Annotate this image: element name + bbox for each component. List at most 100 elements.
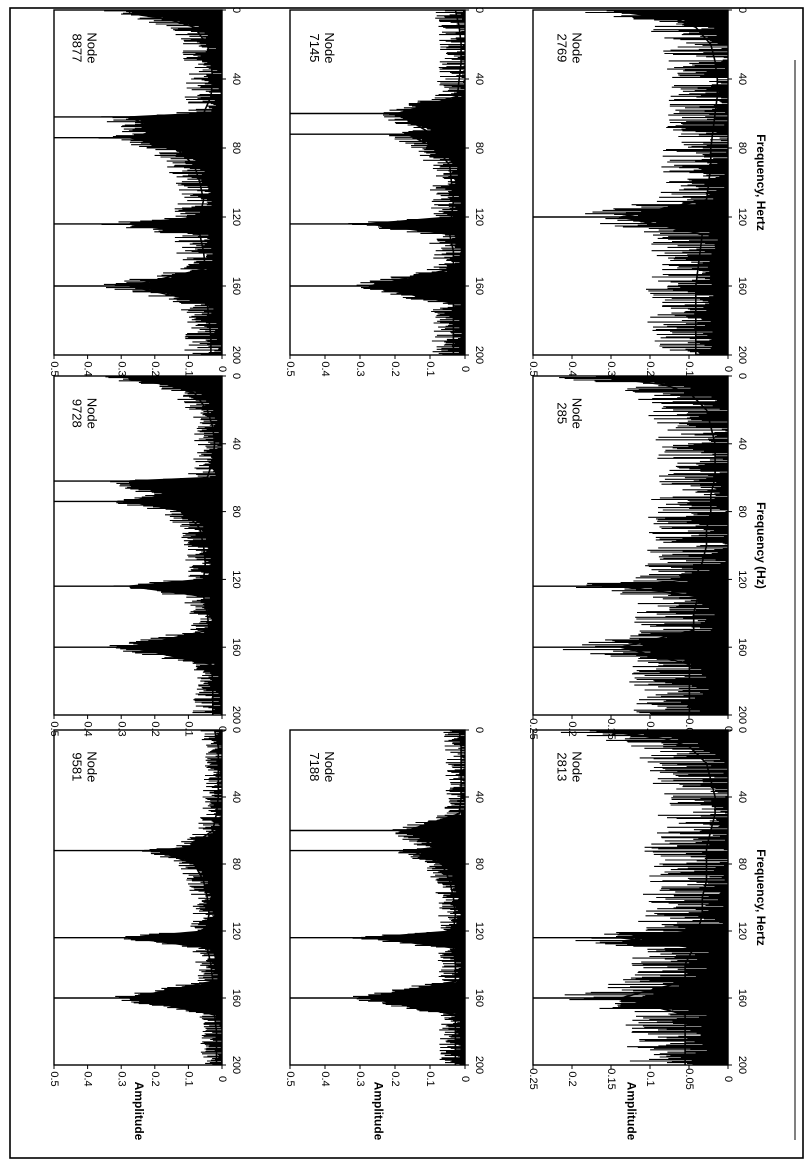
y-axis-label: Amplitude [132, 1082, 146, 1141]
node-label: Node [569, 32, 584, 63]
node-label: Node [85, 398, 100, 429]
y-tick-label: 0.3 [115, 361, 127, 376]
spectrum-envelope [620, 376, 716, 715]
node-label: 7145 [307, 33, 322, 62]
y-tick-label: 0 [216, 366, 228, 372]
x-tick-label: 0 [473, 727, 485, 733]
x-tick-label: 80 [230, 858, 242, 870]
x-tick-label: 200 [736, 346, 748, 364]
spectrum-envelope [129, 730, 220, 1065]
x-tick-label: 80 [230, 142, 242, 154]
x-tick-label: 160 [473, 277, 485, 295]
y-tick-label: 0 [216, 726, 228, 732]
node-label: 2813 [554, 752, 569, 781]
spectrum-trace [559, 376, 728, 715]
y-tick-label: 0.5 [284, 361, 296, 376]
y-tick-label: 0.2 [566, 1071, 578, 1086]
y-tick-label: 0 [459, 1076, 471, 1082]
x-tick-label: 160 [230, 277, 242, 295]
x-tick-label: 160 [230, 989, 242, 1007]
x-tick-label: 120 [736, 208, 748, 226]
y-tick-label: 0.1 [424, 1071, 436, 1086]
y-tick-label: 0.1 [683, 361, 695, 376]
y-tick-label: 0.2 [149, 721, 161, 736]
x-tick-label: 120 [736, 922, 748, 940]
x-tick-label: 40 [736, 73, 748, 85]
y-tick-label: 0.3 [354, 361, 366, 376]
y-axis-label: Amplitude [624, 1082, 638, 1141]
spectrum-panel-9581: 0408012016020000.10.20.30.40.5Node9581Am… [48, 727, 242, 1141]
node-label: 9581 [70, 752, 85, 781]
x-tick-label: 120 [230, 922, 242, 940]
x-tick-label: 160 [736, 638, 748, 656]
spectrum-envelope [617, 730, 716, 1065]
x-axis-label: Frequency, Hertz [754, 134, 768, 230]
x-tick-label: 200 [736, 1056, 748, 1074]
x-tick-label: 80 [473, 142, 485, 154]
y-tick-label: 0.5 [527, 361, 539, 376]
x-tick-label: 40 [230, 73, 242, 85]
x-tick-label: 0 [473, 7, 485, 13]
x-tick-label: 0 [230, 727, 242, 733]
y-tick-label: 0.1 [644, 721, 656, 736]
y-tick-label: 0 [722, 1076, 734, 1082]
x-tick-label: 160 [736, 989, 748, 1007]
x-tick-label: 40 [230, 438, 242, 450]
node-label: Node [85, 32, 100, 63]
y-tick-label: 0.2 [389, 361, 401, 376]
y-tick-label: 0.4 [319, 361, 331, 376]
x-tick-label: 200 [230, 346, 242, 364]
y-tick-label: 0.25 [527, 1068, 539, 1089]
y-tick-label: 0.3 [115, 721, 127, 736]
x-axis-label: Frequency, Hertz [754, 849, 768, 945]
y-tick-label: 0.15 [605, 718, 617, 739]
x-tick-label: 200 [230, 706, 242, 724]
x-tick-label: 40 [473, 73, 485, 85]
y-tick-label: 0.4 [319, 1071, 331, 1086]
y-tick-label: 0.1 [644, 1071, 656, 1086]
y-tick-label: 0 [722, 726, 734, 732]
y-tick-label: 0.2 [149, 1071, 161, 1086]
x-tick-label: 120 [230, 570, 242, 588]
spectrum-trace [105, 376, 222, 715]
spectrum-panel-2769: 0408012016020000.10.20.30.40.5Node2769Fr… [527, 7, 768, 377]
y-tick-label: 0.4 [82, 1071, 94, 1086]
x-tick-label: 80 [736, 142, 748, 154]
x-tick-label: 120 [230, 208, 242, 226]
y-tick-label: 0.5 [284, 1071, 296, 1086]
spectrum-envelope [128, 376, 216, 715]
y-tick-label: 0.2 [389, 1071, 401, 1086]
spectrum-panel-7188: 0408012016020000.10.20.30.40.5Node7188Am… [284, 727, 485, 1141]
x-tick-label: 200 [736, 706, 748, 724]
y-tick-label: 0.05 [683, 1068, 695, 1089]
spectrum-panel-285: 0408012016020000.050.10.150.20.25Node285… [527, 373, 768, 740]
node-label: 9728 [70, 399, 85, 428]
node-label: Node [569, 751, 584, 782]
y-tick-label: 0.05 [683, 718, 695, 739]
spectrum-envelope [620, 10, 719, 355]
x-tick-label: 200 [230, 1056, 242, 1074]
x-tick-label: 80 [473, 858, 485, 870]
node-label: 8877 [70, 33, 85, 62]
node-label: 2769 [554, 33, 569, 62]
spectrum-envelope [368, 10, 462, 355]
y-tick-label: 0.1 [182, 361, 194, 376]
x-tick-label: 200 [473, 346, 485, 364]
node-label: Node [85, 751, 100, 782]
y-axis-label: Amplitude [371, 1082, 385, 1141]
panel-grid: 0408012016020000.10.20.30.40.5Node9581Am… [48, 7, 768, 1141]
node-label: Node [322, 32, 337, 63]
y-tick-label: 0.5 [48, 1071, 60, 1086]
y-tick-label: 0 [216, 1076, 228, 1082]
x-tick-label: 80 [736, 505, 748, 517]
x-tick-label: 0 [736, 7, 748, 13]
x-tick-label: 40 [230, 791, 242, 803]
spectrum-envelope [128, 10, 214, 355]
x-tick-label: 160 [230, 638, 242, 656]
x-tick-label: 80 [230, 505, 242, 517]
y-tick-label: 0.15 [605, 1068, 617, 1089]
spectrum-trace [564, 10, 728, 355]
